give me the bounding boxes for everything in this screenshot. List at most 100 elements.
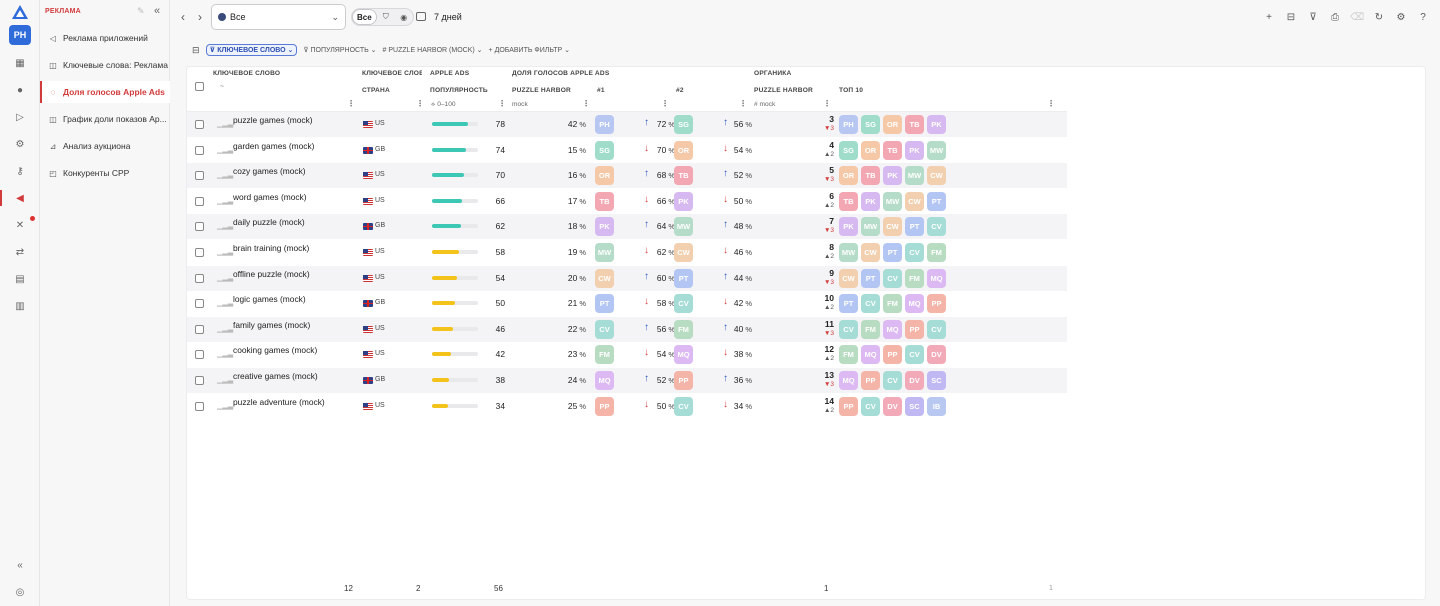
app-avatar[interactable]: DV [927,345,946,365]
keyword-cell[interactable]: offline puzzle (mock) [233,268,310,279]
sidebar-item-app-ads[interactable]: ◁ Реклама приложений [40,27,170,49]
column-menu-icon[interactable]: ⋮ [1047,99,1055,108]
refresh-icon[interactable]: ↻ [1374,11,1384,23]
app-avatar[interactable]: PK [839,217,858,237]
help-icon[interactable]: ? [1420,11,1426,23]
device-icon[interactable]: ⊟ [192,44,200,55]
settings-icon[interactable]: ⚙ [15,138,25,150]
app-avatar[interactable]: PK [674,191,693,211]
app-avatar[interactable]: PH [595,115,614,134]
app-avatar[interactable]: CW [905,191,924,211]
app-avatar[interactable]: CV [927,217,946,237]
keyword-cell[interactable]: creative games (mock) [233,371,318,381]
settings-icon[interactable]: ⚙ [1396,11,1406,23]
app-avatar[interactable]: CV [927,319,946,339]
back-arrow-icon[interactable]: ‹ [181,10,185,24]
table-row[interactable]: ▁▂▃ cozy games (mock) US 70 16 % OR ↑ 68 % TB ↑ 52… [187,163,1067,189]
app-avatar[interactable]: FM [883,294,902,314]
add-filter-button[interactable]: + ДОБАВИТЬ ФИЛЬТР ⌄ [488,46,570,55]
app-avatar[interactable]: TB [861,166,880,186]
date-range-picker[interactable]: 7 дней [416,12,462,22]
app-avatar[interactable]: IB [927,396,946,416]
app-avatar[interactable]: PT [674,268,693,288]
organic-filter-input[interactable]: # mock [754,101,776,108]
app-avatar[interactable]: MW [905,166,924,186]
app-avatar[interactable]: PT [883,243,902,262]
app-avatar[interactable]: CV [861,294,880,314]
app-avatar[interactable]: PT [861,268,880,288]
keyword-cell[interactable]: daily puzzle (mock) [233,217,305,228]
app-avatar[interactable]: MQ [674,345,693,365]
plus-icon[interactable]: + [1266,11,1272,23]
app-avatar[interactable]: SC [905,396,924,416]
table-row[interactable]: ▁▂▃ offline puzzle (mock) US 54 20 % CW ↑ 60 % P… [187,265,1067,291]
app-avatar[interactable]: OR [674,140,693,160]
popularity-range-filter[interactable]: ⟡ 0–100 [431,101,456,108]
collapse-sidebar-icon[interactable]: « [154,5,161,17]
column-menu-icon[interactable]: ⋮ [582,99,590,108]
keyword-cell[interactable]: puzzle adventure (mock) [233,396,325,407]
play-icon[interactable]: ▷ [16,111,24,123]
app-avatar[interactable]: DV [883,396,902,416]
apple-icon[interactable]: ● [16,84,24,96]
app-select[interactable]: Все ⌄ [211,4,346,30]
app-avatar[interactable]: TB [595,191,614,211]
app-avatar[interactable]: FM [861,319,880,339]
app-avatar[interactable]: CV [905,243,924,262]
app-avatar[interactable]: CW [861,243,880,262]
share-filter-input[interactable]: mock [512,101,528,108]
key-icon[interactable]: ⚷ [16,165,24,177]
row-checkbox[interactable] [195,248,204,257]
header-organic[interactable]: ОРГАНИКА [754,70,792,77]
table-icon[interactable]: ▥ [15,300,25,312]
keyword-cell[interactable]: brain training (mock) [233,243,310,253]
app-avatar[interactable]: PT [595,294,614,314]
row-checkbox[interactable] [195,401,204,411]
filter-app[interactable]: # PUZZLE HARBOR (MOCK) ⌄ [382,46,483,55]
app-avatar[interactable]: MQ [861,345,880,365]
column-menu-icon[interactable]: ⋮ [661,99,669,108]
keyword-cell[interactable]: logic games (mock) [233,294,306,305]
keyword-cell[interactable]: puzzle games (mock) [233,115,313,125]
segment-all[interactable]: Все [352,9,377,25]
keyword-cell[interactable]: word games (mock) [233,191,307,202]
row-checkbox[interactable] [195,145,204,155]
sidebar-item-cpp-competitors[interactable]: ◰ Конкуренты CPP [40,162,170,184]
app-avatar[interactable]: OR [595,166,614,186]
header-puzzle-harbor[interactable]: PUZZLE HARBOR [512,87,572,94]
row-checkbox[interactable] [195,171,204,181]
trash-icon[interactable]: ⌫ [1349,11,1365,23]
app-avatar[interactable]: SG [674,115,693,134]
header-top10[interactable]: ТОП 10 [839,87,864,94]
header-apple-ads[interactable]: APPLE ADS [430,70,470,77]
table-row[interactable]: ▁▂▃ family games (mock) US 46 22 % CV ↑ 56 % FM ↑… [187,316,1067,342]
avatar[interactable]: PH [9,25,31,45]
table-row[interactable]: ▁▂▃ daily puzzle (mock) GB 62 18 % PK ↑ 64 % MW ↑… [187,214,1067,240]
app-avatar[interactable]: MW [595,243,614,262]
app-avatar[interactable]: MQ [595,371,614,390]
row-checkbox[interactable] [195,273,204,283]
header-keyword[interactable]: КЛЮЧЕВОЕ СЛОВО [213,70,281,77]
filter-keyword[interactable]: ⊽ КЛЮЧЕВОЕ СЛОВО ⌄ [205,44,298,56]
person-icon[interactable]: ◉ [400,12,408,22]
app-avatar[interactable]: MQ [883,319,902,339]
app-avatar[interactable]: MW [883,191,902,211]
row-checkbox[interactable] [195,350,204,360]
keyword-cell[interactable]: family games (mock) [233,319,311,330]
app-avatar[interactable]: CV [674,396,693,416]
app-avatar[interactable]: SG [861,115,880,134]
app-avatar[interactable]: OR [861,140,880,160]
shield-icon[interactable]: ⛉ [382,12,389,21]
sidebar-item-share-of-voice[interactable]: ◌ Доля голосов Apple Ads [40,81,170,103]
app-avatar[interactable]: MW [839,243,858,262]
chart-icon[interactable]: ▤ [15,273,25,285]
export-icon[interactable]: ⎙ [1331,11,1339,23]
app-avatar[interactable]: PP [861,371,880,390]
keyword-cell[interactable]: cooking games (mock) [233,345,318,356]
app-avatar[interactable]: PP [905,319,924,339]
megaphone-icon[interactable]: ◀ [0,190,28,206]
edit-icon[interactable]: ✎ [137,6,145,16]
sidebar-item-keywords-ads[interactable]: ◫ Ключевые слова: Реклама [40,54,170,76]
app-avatar[interactable]: CW [839,268,858,288]
app-avatar[interactable]: PT [905,217,924,237]
